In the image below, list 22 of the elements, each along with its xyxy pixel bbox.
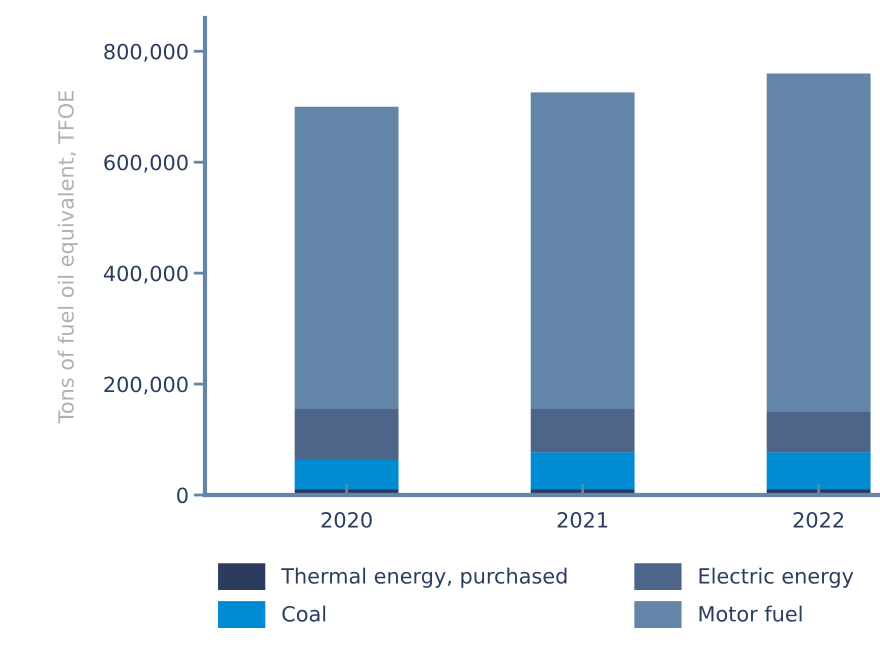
y-tick-label: 200,000 — [104, 376, 188, 394]
bar — [766, 452, 871, 490]
x-tick-label: 2020 — [322, 512, 372, 528]
bar — [530, 452, 635, 490]
bar — [294, 409, 399, 460]
y-tick-label: 600,000 — [104, 154, 188, 173]
y-axis-title: Tons of fuel oil equivalent, TFOE — [58, 91, 78, 424]
legend-label: Thermal energy, purchased — [281, 568, 566, 588]
bar — [766, 411, 871, 452]
x-tick-label: 2021 — [558, 512, 608, 528]
legend-label: Motor fuel — [700, 606, 802, 622]
y-tick-label: 800,000 — [104, 44, 188, 62]
y-tick-label: 400,000 — [104, 266, 188, 284]
bar — [294, 106, 399, 410]
bar — [766, 73, 871, 412]
x-tick-label: 2022 — [794, 512, 844, 528]
bar — [294, 460, 399, 490]
bar — [530, 409, 635, 452]
y-tick-label: 0 — [177, 487, 188, 504]
legend-label: Coal — [282, 606, 326, 622]
bar — [530, 92, 635, 410]
legend-label: Electric energy — [700, 568, 854, 588]
